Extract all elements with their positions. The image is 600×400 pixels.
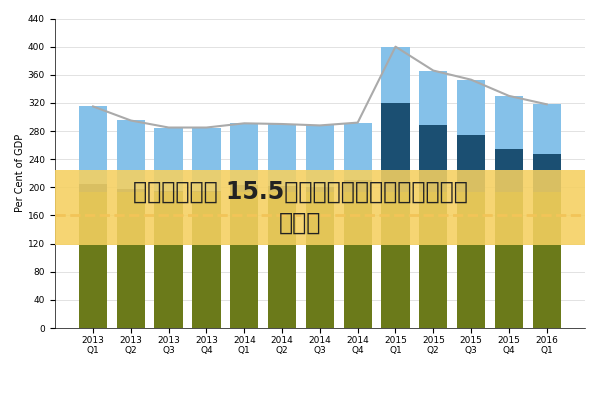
Private Sector xyxy=(89,104,97,109)
Bar xyxy=(79,192,107,328)
Bar xyxy=(419,192,448,328)
Private Sector xyxy=(543,102,550,107)
Bar xyxy=(344,123,372,180)
Bar xyxy=(268,186,296,192)
Private Sector xyxy=(241,121,248,126)
Bar xyxy=(533,104,561,154)
Bar xyxy=(268,192,296,328)
Bar xyxy=(230,192,259,328)
Bar xyxy=(79,184,107,192)
Private Sector xyxy=(278,122,286,126)
Private Sector xyxy=(354,120,361,125)
Bar xyxy=(533,192,561,328)
Bar xyxy=(495,192,523,328)
Bar xyxy=(305,187,334,192)
Bar xyxy=(230,123,259,185)
Bar xyxy=(79,106,107,184)
Bar xyxy=(382,103,410,192)
Bar xyxy=(116,189,145,192)
Bar xyxy=(419,70,448,126)
Private Sector xyxy=(430,68,437,73)
Y-axis label: Per Cent of GDP: Per Cent of GDP xyxy=(15,134,25,212)
Private Sector xyxy=(165,125,172,130)
Bar xyxy=(457,134,485,192)
Bar xyxy=(533,154,561,192)
Bar xyxy=(268,124,296,186)
Bar xyxy=(344,180,372,192)
Bar xyxy=(419,126,448,192)
Bar xyxy=(154,192,183,328)
Bar xyxy=(116,120,145,189)
Bar xyxy=(305,126,334,187)
Bar xyxy=(495,96,523,149)
Bar xyxy=(495,149,523,192)
Private Sector xyxy=(392,44,399,49)
Bar xyxy=(192,192,221,328)
Bar xyxy=(230,185,259,192)
Bar xyxy=(154,128,183,191)
EU Threshold xyxy=(127,213,134,218)
Private Sector xyxy=(316,123,323,128)
Private Sector xyxy=(505,94,512,98)
Bar xyxy=(154,191,183,192)
Text: 期货配资业务 15.5万车次！深中通道日车流量再
创新高: 期货配资业务 15.5万车次！深中通道日车流量再 创新高 xyxy=(133,180,467,235)
Private Sector xyxy=(127,118,134,123)
Private Sector xyxy=(467,77,475,82)
Bar xyxy=(457,192,485,328)
Bar xyxy=(305,192,334,328)
Bar xyxy=(116,192,145,328)
Line: Private Sector: Private Sector xyxy=(93,47,547,128)
Bar xyxy=(382,192,410,328)
Bar xyxy=(192,191,221,192)
EU Threshold xyxy=(89,213,97,218)
Private Sector xyxy=(203,125,210,130)
Bar xyxy=(192,128,221,191)
Bar xyxy=(344,192,372,328)
Bar xyxy=(457,80,485,134)
Bar xyxy=(382,47,410,103)
